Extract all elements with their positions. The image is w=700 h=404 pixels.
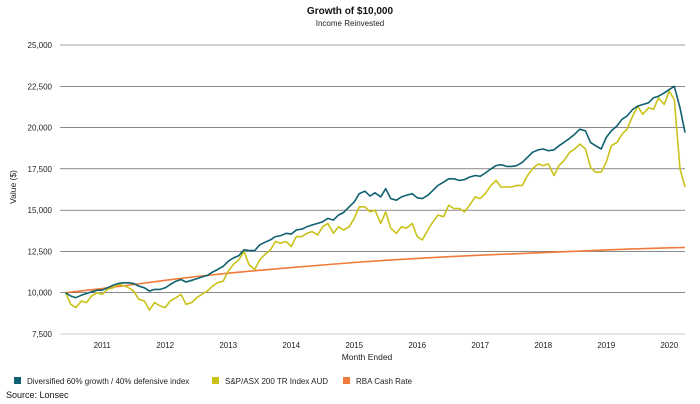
x-tick-label: 2019 [597,341,615,350]
x-tick-label: 2012 [156,341,174,350]
y-tick-label: 25,000 [28,41,53,50]
x-tick-label: 2018 [534,341,552,350]
grid-lines [60,44,685,335]
legend-swatch [14,377,21,384]
chart-subtitle: Income Reinvested [316,19,384,28]
y-tick-label: 12,500 [28,247,53,256]
legend-swatch [212,377,219,384]
legend: Diversified 60% growth / 40% defensive i… [14,377,413,386]
legend-label: RBA Cash Rate [356,377,413,386]
y-tick-label: 22,500 [28,82,53,91]
y-tick-label: 15,000 [28,206,53,215]
chart-title: Growth of $10,000 [307,6,394,17]
y-tick-label: 20,000 [28,124,53,133]
x-tick-label: 2015 [345,341,363,350]
x-axis-label: Month Ended [342,352,393,362]
y-tick-label: 7,500 [32,330,53,339]
series-line-1 [64,90,686,311]
y-axis-label: Value ($) [8,170,18,204]
x-tick-label: 2011 [94,341,112,350]
x-tick-label: 2013 [219,341,237,350]
x-tick-label: 2016 [408,341,426,350]
x-tick-labels: 2011 2012 2013 2014 2015 2016 2017 2018 2019 2020 [94,341,679,350]
legend-swatch [343,377,350,384]
x-tick-label: 2020 [660,341,678,350]
y-tick-labels: 7,500 10,000 12,500 15,000 17,500 20,000 22,50… [28,41,53,339]
legend-label: S&P/ASX 200 TR Index AUD [225,377,328,386]
series-line-0 [65,85,686,299]
y-tick-label: 10,000 [28,289,53,298]
source-note: Source: Lonsec [6,390,69,400]
x-tick-label: 2014 [282,341,300,350]
y-tick-label: 17,500 [28,165,53,174]
series-line-2 [65,246,686,294]
x-tick-label: 2017 [471,341,489,350]
series-lines [64,85,686,311]
legend-label: Diversified 60% growth / 40% defensive i… [27,377,189,386]
